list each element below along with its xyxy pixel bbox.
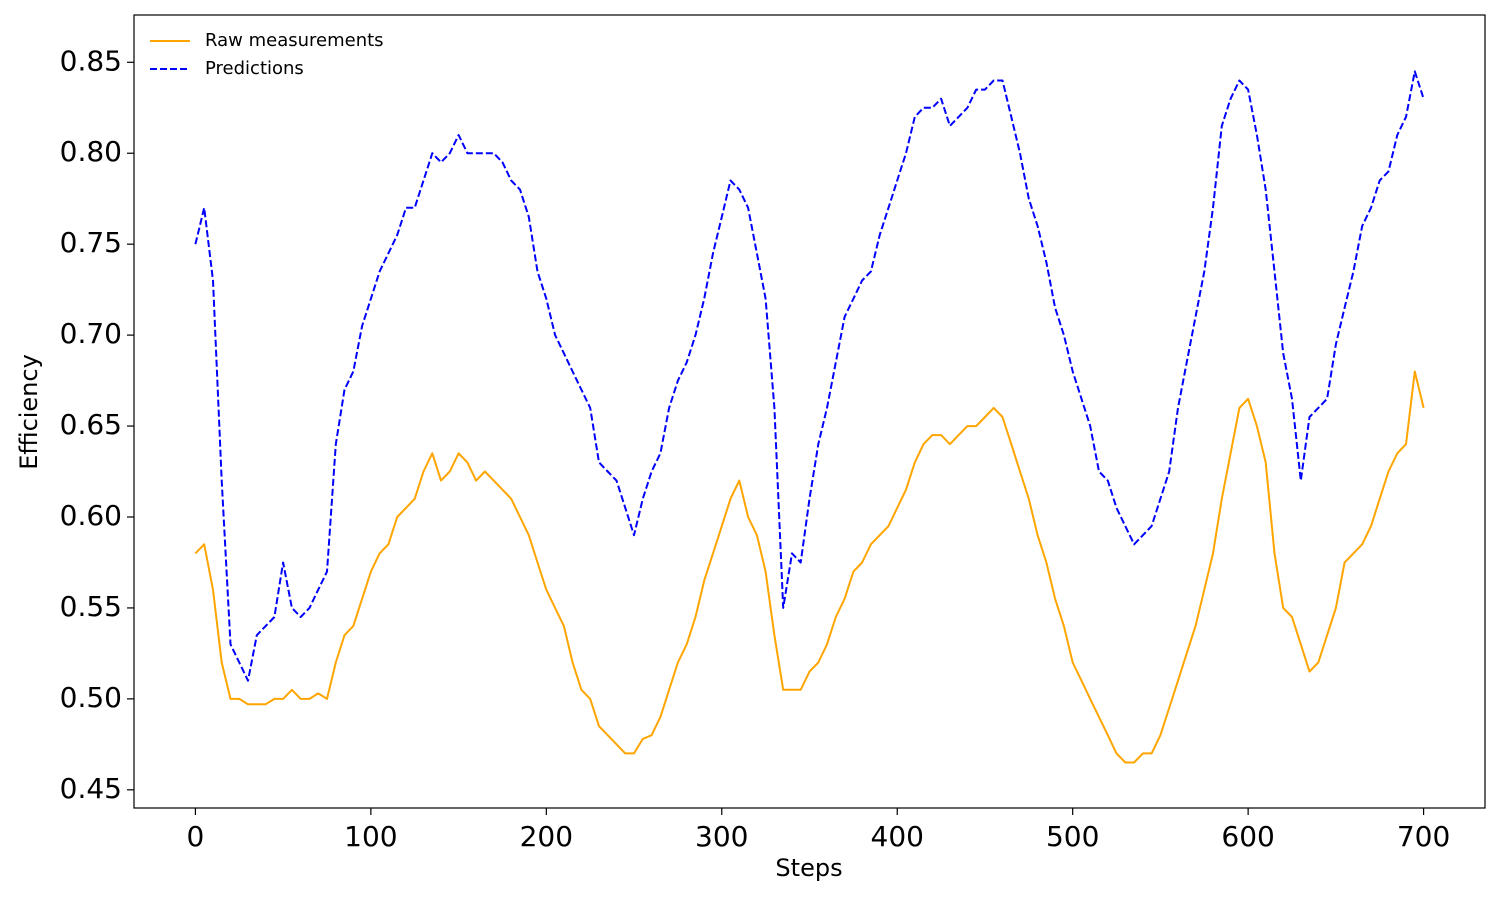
x-axis-label: Steps xyxy=(775,854,842,882)
x-tick-label: 700 xyxy=(1397,820,1450,853)
y-tick-label: 0.85 xyxy=(60,44,122,77)
y-axis-label: Efficiency xyxy=(15,354,43,470)
y-tick-label: 0.50 xyxy=(60,681,122,714)
x-tick-label: 200 xyxy=(520,820,573,853)
series-line xyxy=(194,370,1425,764)
legend-label: Predictions xyxy=(205,58,304,79)
y-tick-label: 0.45 xyxy=(60,772,122,805)
x-tick-label: 500 xyxy=(1046,820,1099,853)
legend-label: Raw measurements xyxy=(205,30,384,51)
x-tick-label: 100 xyxy=(344,820,397,853)
series-line xyxy=(194,70,1425,682)
x-tick-label: 600 xyxy=(1221,820,1274,853)
y-tick-label: 0.80 xyxy=(60,135,122,168)
y-tick-label: 0.60 xyxy=(60,499,122,532)
y-tick-label: 0.70 xyxy=(60,317,122,350)
x-tick-label: 400 xyxy=(871,820,924,853)
y-tick-label: 0.55 xyxy=(60,590,122,623)
x-tick-label: 300 xyxy=(695,820,748,853)
x-tick-label: 0 xyxy=(186,820,204,853)
y-tick-label: 0.75 xyxy=(60,226,122,259)
plot-frame xyxy=(133,14,1486,809)
y-tick-label: 0.65 xyxy=(60,408,122,441)
